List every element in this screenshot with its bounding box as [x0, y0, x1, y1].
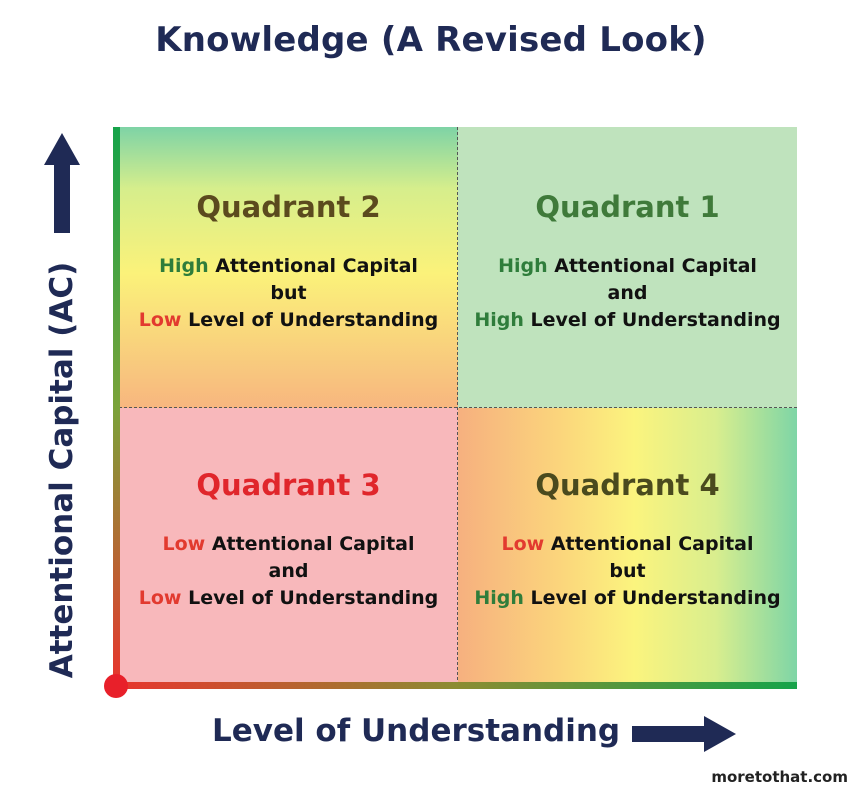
quadrant-3-level-3: Low: [138, 587, 182, 609]
quadrant-2-line-1-text: Attentional Capital: [215, 255, 418, 277]
quadrant-2-title: Quadrant 2: [196, 190, 381, 224]
quadrant-1-connector: and: [607, 282, 648, 304]
quadrant-2-line-3: Low Level of Understanding: [119, 309, 458, 331]
quadrant-1: Quadrant 1 High Attentional Capital and …: [458, 127, 797, 408]
site-credit: moretothat.com: [711, 768, 848, 786]
x-axis-line: [113, 682, 797, 689]
quadrant-4-line-3-text: Level of Understanding: [530, 587, 781, 609]
quadrant-3-line-1: Low Attentional Capital: [119, 533, 458, 555]
vertical-divider: [457, 127, 458, 685]
quadrant-2-level-3: Low: [138, 309, 182, 331]
diagram-title: Knowledge (A Revised Look): [155, 20, 707, 60]
quadrant-4-title: Quadrant 4: [535, 468, 720, 502]
quadrant-4-level-1: Low: [501, 533, 545, 555]
quadrant-1-level-3: High: [474, 309, 524, 331]
quadrant-3: Quadrant 3 Low Attentional Capital and L…: [119, 408, 458, 685]
quadrant-3-connector: and: [268, 560, 309, 582]
quadrant-1-line-3-text: Level of Understanding: [530, 309, 781, 331]
quadrant-3-line-3-text: Level of Understanding: [188, 587, 439, 609]
quadrant-1-line-1: High Attentional Capital: [458, 255, 797, 277]
quadrant-4-level-3: High: [474, 587, 524, 609]
quadrant-3-line-1-text: Attentional Capital: [211, 533, 415, 555]
horizontal-divider: [119, 407, 797, 408]
quadrant-4: Quadrant 4 Low Attentional Capital but H…: [458, 408, 797, 685]
quadrant-2-line-3-text: Level of Understanding: [188, 309, 439, 331]
quadrant-2: Quadrant 2 High Attentional Capital but …: [119, 127, 458, 408]
quadrant-1-title: Quadrant 1: [535, 190, 720, 224]
quadrant-1-level-1: High: [498, 255, 548, 277]
quadrant-2-level-1: High: [159, 255, 209, 277]
x-axis-label: Level of Understanding: [212, 713, 621, 749]
y-axis-line: [113, 127, 120, 685]
quadrant-4-line-1: Low Attentional Capital: [458, 533, 797, 555]
arrow-right-icon: [632, 716, 736, 752]
quadrant-2-connector: but: [270, 282, 307, 304]
quadrant-2-line-1: High Attentional Capital: [119, 255, 458, 277]
quadrant-1-line-1-text: Attentional Capital: [554, 255, 757, 277]
quadrant-4-connector: but: [609, 560, 646, 582]
origin-dot: [104, 674, 128, 698]
arrow-up-icon: [44, 133, 80, 233]
quadrant-3-level-1: Low: [162, 533, 206, 555]
quadrant-3-line-3: Low Level of Understanding: [119, 587, 458, 609]
quadrant-3-title: Quadrant 3: [196, 468, 381, 502]
quadrant-4-line-3: High Level of Understanding: [458, 587, 797, 609]
quadrant-4-line-1-text: Attentional Capital: [550, 533, 754, 555]
quadrant-1-line-3: High Level of Understanding: [458, 309, 797, 331]
y-axis-label: Attentional Capital (AC): [44, 261, 80, 679]
